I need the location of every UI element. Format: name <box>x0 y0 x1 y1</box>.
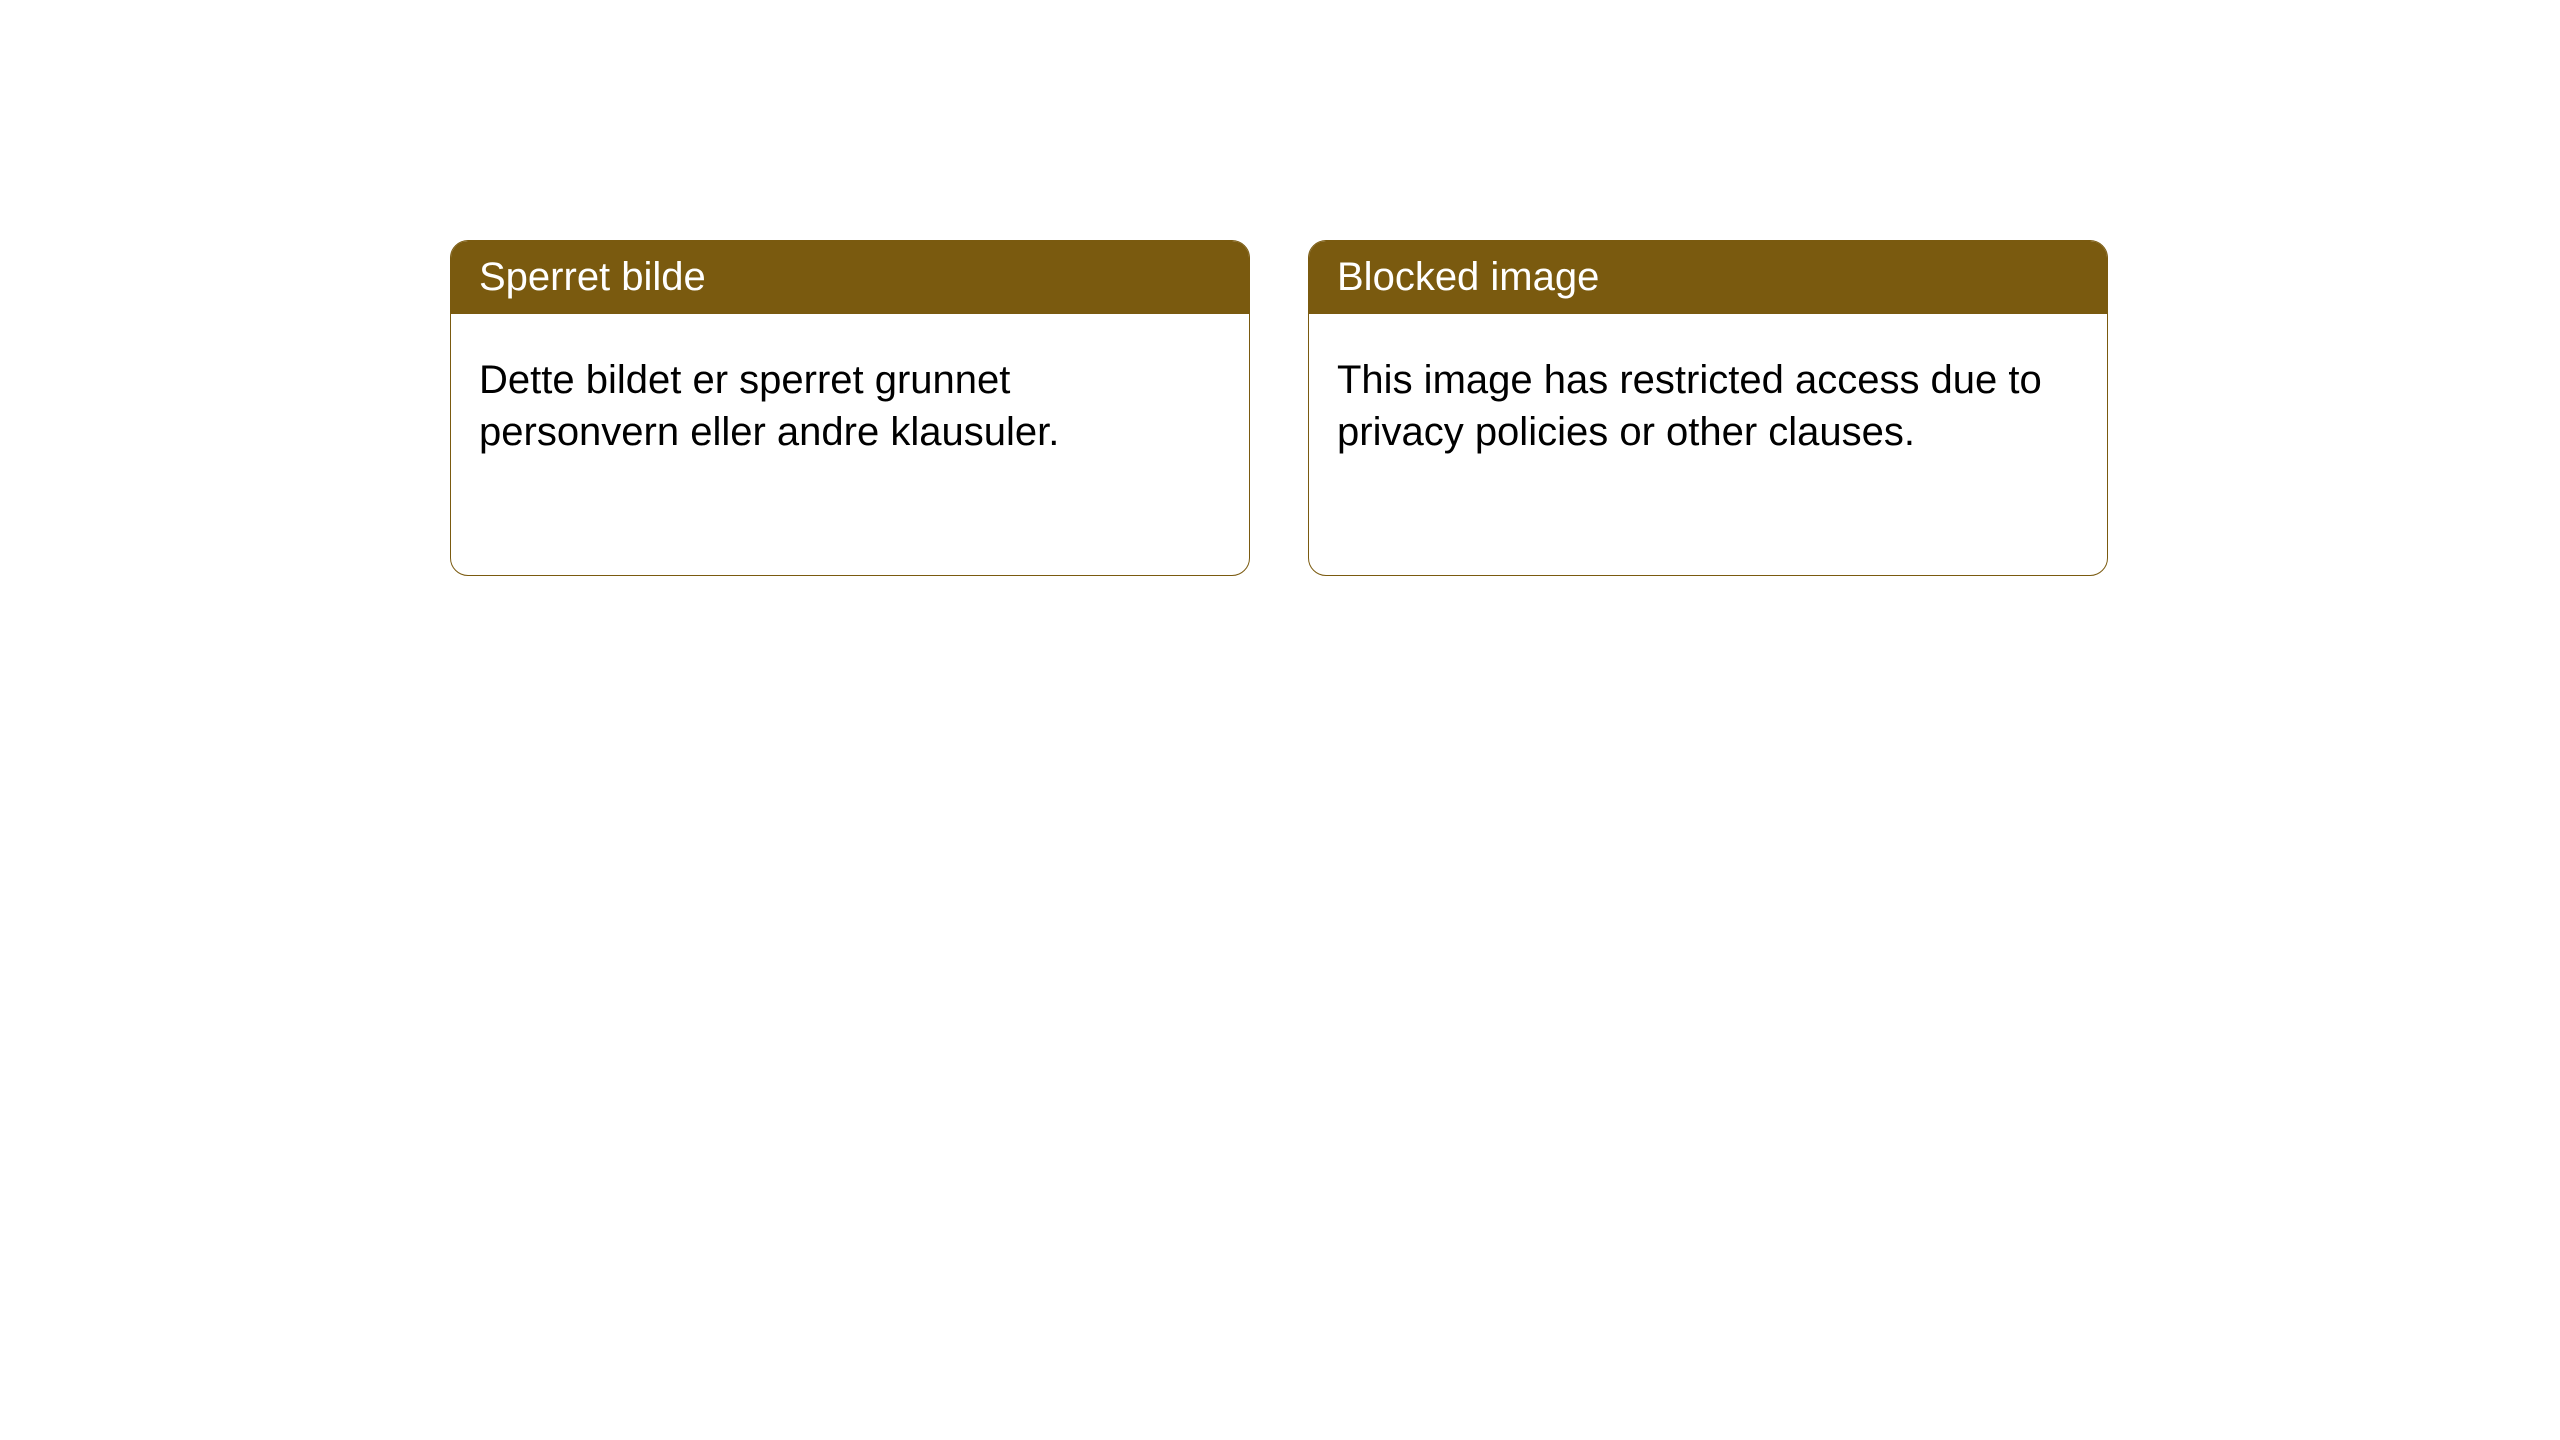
notice-body: This image has restricted access due to … <box>1309 314 2107 498</box>
notice-title: Blocked image <box>1337 255 1599 299</box>
notice-header: Blocked image <box>1309 241 2107 314</box>
notice-header: Sperret bilde <box>451 241 1249 314</box>
notice-text: Dette bildet er sperret grunnet personve… <box>479 358 1059 454</box>
notice-text: This image has restricted access due to … <box>1337 358 2042 454</box>
notice-body: Dette bildet er sperret grunnet personve… <box>451 314 1249 498</box>
notice-card-norwegian: Sperret bilde Dette bildet er sperret gr… <box>450 240 1250 576</box>
notice-container: Sperret bilde Dette bildet er sperret gr… <box>450 240 2560 576</box>
notice-title: Sperret bilde <box>479 255 706 299</box>
notice-card-english: Blocked image This image has restricted … <box>1308 240 2108 576</box>
